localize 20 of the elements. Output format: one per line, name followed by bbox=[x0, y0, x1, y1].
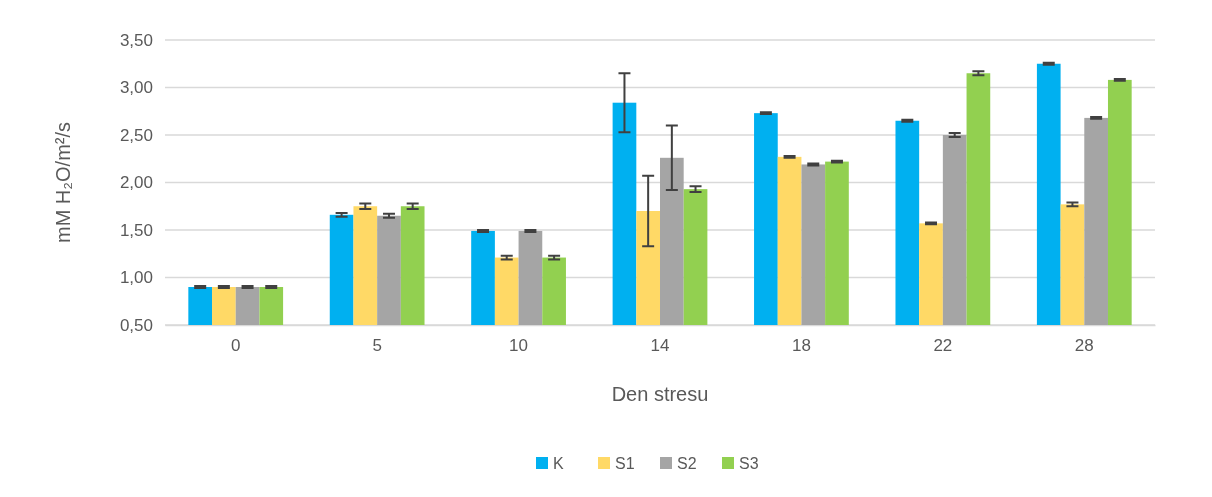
y-tick-label: 3,00 bbox=[119, 78, 153, 98]
legend-label: S2 bbox=[677, 455, 697, 472]
x-tick-label: 28 bbox=[1074, 336, 1094, 356]
x-tick-label: 10 bbox=[509, 336, 529, 356]
y-axis-title: mM H₂O/m²/s bbox=[52, 121, 74, 244]
x-tick-label: 22 bbox=[933, 336, 953, 356]
y-tick-label: 1,00 bbox=[119, 268, 153, 288]
y-tick-label: 2,50 bbox=[119, 125, 153, 145]
y-tick-label: 3,50 bbox=[119, 30, 153, 50]
legend-label: S3 bbox=[739, 455, 759, 472]
x-tick-label: 18 bbox=[791, 336, 811, 356]
x-tick-label: 0 bbox=[230, 336, 241, 356]
y-tick-label: 2,00 bbox=[119, 173, 153, 193]
x-tick-label: 14 bbox=[650, 336, 670, 356]
x-axis-title: Den stresu bbox=[611, 383, 709, 405]
y-tick-label: 1,50 bbox=[119, 220, 153, 240]
x-tick-label: 5 bbox=[372, 336, 382, 356]
y-tick-label: 0,50 bbox=[119, 315, 153, 335]
legend-label: S1 bbox=[615, 455, 635, 472]
legend-label: K bbox=[553, 455, 564, 472]
